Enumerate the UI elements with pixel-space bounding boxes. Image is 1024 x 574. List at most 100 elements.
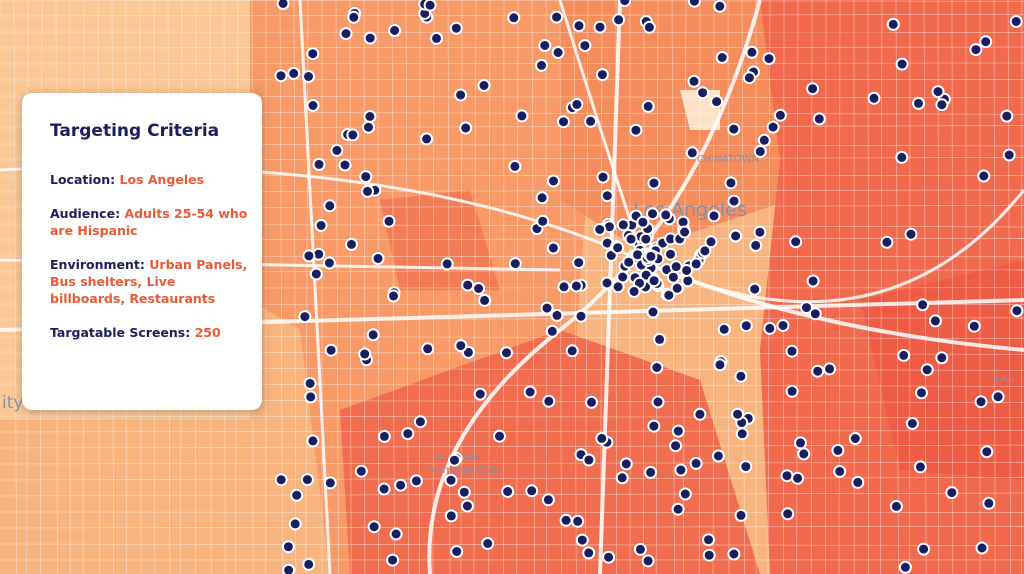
screen-marker	[762, 52, 776, 66]
screen-marker	[647, 274, 661, 288]
screen-marker	[917, 542, 931, 556]
street	[363, 0, 366, 574]
screen-marker	[478, 293, 492, 307]
screen-marker	[354, 464, 368, 478]
screen-marker	[358, 347, 372, 361]
screen-marker	[584, 114, 598, 128]
screen-marker	[371, 252, 385, 265]
criterion-value: Urban Panels, Bus shelters, Live billboa…	[50, 257, 248, 306]
street	[0, 79, 1024, 81]
screen-marker	[309, 267, 323, 281]
screen-marker	[578, 39, 592, 53]
screen-marker	[811, 364, 825, 378]
screen-marker	[546, 241, 560, 255]
screen-marker	[377, 429, 391, 443]
street	[13, 0, 17, 574]
screen-marker	[572, 19, 586, 33]
screen-marker	[593, 20, 607, 34]
street	[880, 0, 883, 574]
screen-marker	[377, 482, 391, 496]
screen-marker	[602, 550, 616, 564]
screen-marker	[345, 237, 358, 251]
screen-marker	[823, 362, 837, 376]
screen-marker	[729, 229, 743, 243]
screen-marker	[742, 71, 756, 85]
screen-marker	[363, 110, 377, 123]
screen-marker	[274, 69, 288, 83]
screen-marker	[735, 427, 749, 441]
screen-marker	[727, 122, 741, 136]
screen-marker	[698, 244, 712, 258]
map-label: CHINATOWN	[697, 154, 759, 165]
screen-marker	[931, 85, 945, 99]
screen-marker	[550, 10, 564, 24]
screen-marker	[647, 419, 661, 433]
screen-marker	[461, 278, 475, 292]
screen-marker	[508, 159, 522, 173]
screen-marker	[557, 280, 571, 294]
street	[0, 31, 1024, 33]
screen-marker	[361, 184, 374, 198]
screen-marker	[913, 460, 927, 474]
screen-marker	[582, 453, 596, 467]
screen-marker	[508, 257, 522, 271]
highway	[298, 0, 332, 574]
screen-marker	[545, 324, 559, 338]
screen-marker	[540, 301, 554, 315]
screen-marker	[647, 176, 661, 190]
screen-marker	[806, 82, 820, 96]
screen-marker	[618, 0, 632, 8]
screen-marker	[493, 429, 506, 443]
screen-marker	[781, 507, 795, 521]
map-label: ity	[2, 393, 23, 413]
screen-marker	[895, 150, 909, 164]
screen-marker	[448, 453, 461, 467]
screen-marker	[791, 471, 805, 485]
screen-marker	[595, 431, 609, 445]
screen-marker	[785, 384, 799, 398]
screen-marker	[731, 407, 745, 421]
screen-marker	[287, 66, 301, 80]
screen-marker	[388, 24, 402, 37]
screen-marker	[646, 207, 659, 221]
screen-marker	[595, 68, 609, 82]
screen-marker	[600, 276, 614, 290]
screen-marker	[477, 79, 491, 92]
screen-marker	[662, 288, 676, 302]
screen-marker	[386, 553, 400, 567]
screen-marker	[302, 557, 316, 571]
screen-marker	[808, 307, 822, 321]
screen-marker	[559, 513, 573, 527]
screen-marker	[895, 57, 909, 71]
screen-marker	[689, 456, 703, 470]
screen-marker	[898, 560, 912, 574]
screen-marker	[664, 247, 677, 261]
screen-marker	[980, 445, 994, 459]
screen-marker	[362, 120, 375, 134]
screen-marker	[848, 432, 862, 445]
screen-marker	[302, 70, 315, 83]
screen-marker	[745, 45, 759, 59]
screen-marker	[420, 132, 434, 146]
screen-marker	[324, 343, 338, 357]
screen-marker	[646, 305, 660, 319]
screen-marker	[304, 390, 318, 404]
screen-marker	[500, 346, 513, 360]
screen-marker	[363, 31, 377, 45]
screen-marker	[739, 319, 753, 333]
criterion-label: Environment:	[50, 257, 145, 272]
screen-marker	[681, 274, 695, 288]
screen-marker	[915, 386, 928, 400]
street	[0, 430, 1024, 433]
screen-marker	[974, 395, 988, 409]
screen-marker	[905, 417, 919, 430]
screen-marker	[547, 174, 560, 188]
criterion: Location: Los Angeles	[50, 171, 248, 188]
screen-marker	[542, 394, 556, 408]
screen-marker	[611, 241, 625, 255]
screen-marker	[797, 447, 811, 461]
screen-marker	[611, 280, 625, 294]
screen-marker	[569, 279, 583, 293]
screen-marker	[300, 473, 314, 487]
screen-marker	[571, 514, 585, 528]
